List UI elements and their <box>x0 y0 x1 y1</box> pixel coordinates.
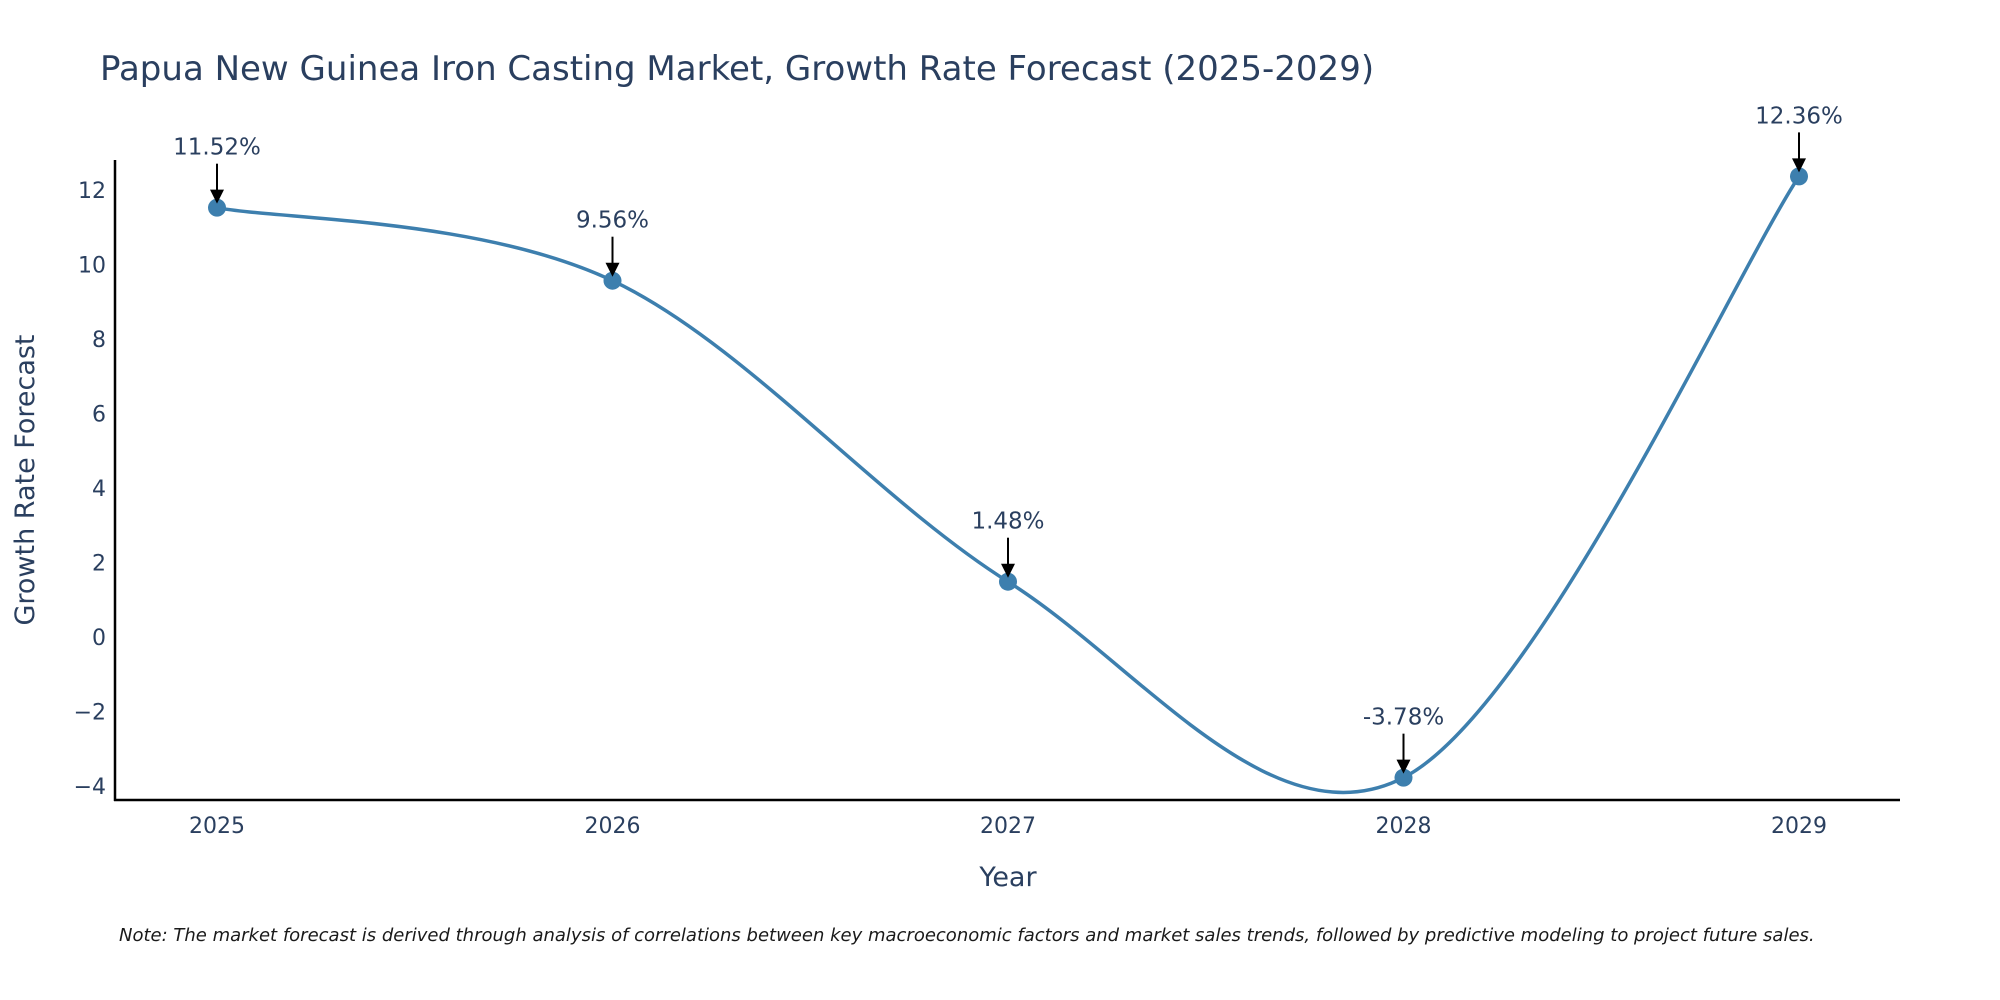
data-point <box>999 572 1017 591</box>
y-tick-label: −4 <box>74 775 106 800</box>
series-line <box>216 175 1801 794</box>
x-tick-label: 2029 <box>1771 814 1827 839</box>
x-tick-label: 2026 <box>585 814 641 839</box>
data-label: 9.56% <box>576 208 649 234</box>
x-axis-title: Year <box>978 862 1037 893</box>
y-tick-label: 0 <box>92 626 106 651</box>
data-label: -3.78% <box>1363 705 1444 731</box>
data-point <box>603 271 622 290</box>
x-tick-label: 2027 <box>980 814 1036 839</box>
y-axis-ticks: −4 −2 0 2 4 6 8 10 12 <box>74 179 106 800</box>
y-tick-label: 10 <box>78 253 106 278</box>
y-axis-title: Growth Rate Forecast <box>10 334 41 625</box>
data-point <box>208 198 226 217</box>
y-tick-label: 4 <box>92 477 106 502</box>
data-label: 11.52% <box>173 135 261 161</box>
y-tick-label: 12 <box>78 179 106 204</box>
data-point <box>1790 167 1808 186</box>
annotation-arrow-head <box>210 189 224 204</box>
x-axis-ticks: 2025 2026 2027 2028 2029 <box>189 814 1827 839</box>
footnote: Note: The market forecast is derived thr… <box>119 925 1815 946</box>
chart-title: Papua New Guinea Iron Casting Market, Gr… <box>100 49 1374 89</box>
x-tick-label: 2028 <box>1376 814 1432 839</box>
y-tick-label: 6 <box>92 402 106 427</box>
annotation-arrow-head <box>1396 759 1411 774</box>
data-label: 1.48% <box>971 509 1044 535</box>
x-tick-label: 2025 <box>189 814 245 839</box>
y-tick-label: 2 <box>92 551 106 576</box>
y-tick-label: 8 <box>92 328 106 353</box>
annotation-arrow-head <box>605 262 620 277</box>
data-annotations: 11.52% 9.56% 1.48% -3.78% 12.36% <box>173 103 1843 774</box>
annotation-arrow-head <box>1001 563 1015 578</box>
annotation-arrow-head <box>1792 158 1806 173</box>
data-points <box>208 167 1808 787</box>
y-tick-label: −2 <box>74 700 106 725</box>
data-label: 12.36% <box>1755 103 1843 129</box>
data-point <box>1394 768 1413 787</box>
